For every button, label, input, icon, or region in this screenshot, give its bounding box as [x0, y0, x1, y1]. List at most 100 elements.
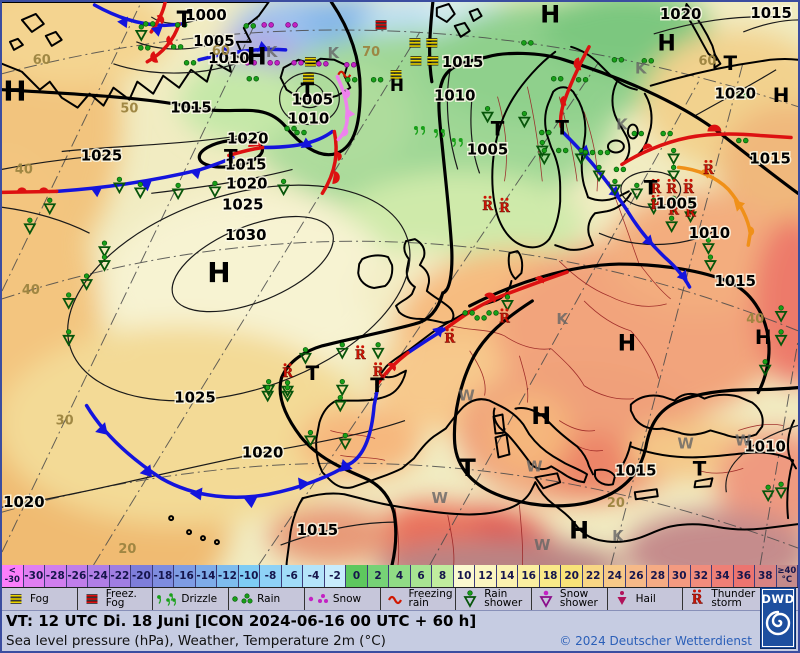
low-center-label: T — [301, 79, 315, 102]
latitude-label: 20 — [607, 496, 625, 511]
scale-cell: 2 — [367, 565, 390, 587]
pressure-value-label: 1015 — [715, 272, 757, 290]
shower-symbol — [667, 147, 681, 166]
scale-cell: < -30 — [2, 565, 24, 587]
airmass-label: W — [534, 536, 550, 554]
snow-symbol — [285, 22, 298, 28]
svg-text:R: R — [650, 182, 661, 197]
legend-item-rain: Rain — [229, 588, 305, 610]
shower-symbol — [774, 305, 788, 323]
map-subtitle: Sea level pressure (hPa), Weather, Tempe… — [6, 633, 386, 649]
scale-cell: -22 — [109, 565, 132, 587]
legend-item-label: Drizzle — [181, 592, 218, 605]
latitude-label: 50 — [120, 102, 138, 117]
scale-cell: -24 — [88, 565, 110, 587]
cold-fronts — [54, 3, 692, 499]
latitude-label: 70 — [362, 45, 380, 60]
airmass-label: W — [458, 387, 474, 405]
low-center-label: T — [370, 374, 384, 397]
scale-cell: 8 — [432, 565, 454, 587]
latitude-label: 60 — [212, 44, 230, 59]
airmass-label: W — [432, 489, 448, 507]
pressure-value-label: 1015 — [225, 155, 267, 173]
airmass-labels: K K K K K K W W W W W W — [266, 43, 752, 554]
low-center-label: T — [177, 8, 192, 33]
pressure-value-label: 1005 — [292, 91, 334, 109]
shower-symbol — [371, 342, 385, 360]
orange-front-markers — [701, 169, 755, 237]
pressure-value-label: 1015 — [297, 521, 339, 539]
scale-cell: 18 — [539, 565, 562, 587]
shower-symbol — [338, 432, 352, 451]
scale-cell: 34 — [712, 565, 734, 587]
low-center-label: T — [555, 117, 569, 140]
shower-symbol — [335, 379, 349, 397]
svg-text:R: R — [683, 182, 694, 197]
scale-cell: 12 — [475, 565, 497, 587]
scale-cell: -28 — [45, 565, 67, 587]
legend-item-freezing-rain: Freezing rain — [381, 588, 457, 610]
rain-symbol — [294, 129, 307, 136]
shower-symbol — [667, 195, 681, 214]
low-center-label: T — [724, 52, 738, 75]
shower-symbol — [23, 217, 37, 236]
high-center-label: H — [569, 517, 589, 545]
pressure-value-label: 1020 — [715, 85, 757, 103]
shower-symbol — [701, 237, 715, 255]
dwd-logo[interactable]: DWD — [760, 587, 796, 649]
shower-symbol — [647, 197, 661, 216]
shower-symbol — [592, 164, 606, 183]
storm-symbol: R — [668, 200, 679, 219]
latitude-label: 40 — [746, 312, 764, 327]
scale-cell: 20 — [561, 565, 583, 587]
scale-cell: 22 — [582, 565, 605, 587]
svg-text:R: R — [703, 163, 714, 178]
scale-cell: -14 — [195, 565, 218, 587]
shower-symbol — [665, 215, 679, 234]
scale-cell: -10 — [238, 565, 261, 587]
high-center-label: H — [658, 32, 676, 57]
high-center-label: H — [207, 256, 230, 289]
low-center-label: T — [460, 454, 477, 482]
storm-symbol: R — [703, 159, 714, 178]
svg-text:R: R — [282, 366, 293, 381]
snow2-icon — [308, 594, 328, 603]
svg-text:R: R — [444, 331, 455, 346]
shower-symbol — [303, 429, 317, 448]
low-center-label: T — [693, 458, 707, 481]
shower-symbol — [281, 384, 295, 403]
scale-cell: -12 — [217, 565, 239, 587]
pressure-value-label: 1020 — [227, 129, 269, 147]
snow-symbol — [344, 62, 357, 68]
high-center-label: H — [390, 75, 404, 95]
rain-symbol — [183, 60, 197, 66]
low-center-label: T — [306, 362, 320, 385]
pressure-value-label: 1015 — [442, 53, 484, 71]
weather-symbol-legend: Fog Freez. Fog Drizzle Rain Snow Freezing rai… — [2, 587, 798, 610]
storm-symbol: R — [685, 202, 696, 221]
snow-symbol — [291, 60, 304, 66]
scale-cell: 4 — [389, 565, 411, 587]
pressure-value-label: 1005 — [193, 32, 235, 50]
shower-symbol — [171, 182, 185, 201]
high-center-label: H — [755, 326, 772, 349]
coastlines — [2, 2, 798, 565]
shower-symbol — [261, 384, 275, 403]
hail-icon — [617, 591, 627, 605]
snow-symbol — [261, 22, 274, 28]
pressure-value-label: 1010 — [434, 87, 476, 105]
svg-text:R: R — [666, 182, 677, 197]
latitude-label: 60 — [698, 54, 716, 69]
legend-item-hail: Hail — [608, 588, 684, 610]
validity-row: VT: 12 UTC Di. 18 Juni [ICON 2024-06-16 … — [2, 610, 798, 631]
high-center-label: H — [531, 402, 551, 430]
copyright-text: © 2024 Deutscher Wetterdienst — [559, 634, 752, 648]
dwd-logo-inner: DWD — [761, 589, 794, 647]
high-center-label: H — [247, 42, 267, 70]
ffog-symbol — [375, 20, 387, 30]
pressure-value-label: 1025 — [81, 146, 123, 164]
latitude-label: 40 — [15, 162, 33, 177]
scale-cell: 10 — [453, 565, 476, 587]
